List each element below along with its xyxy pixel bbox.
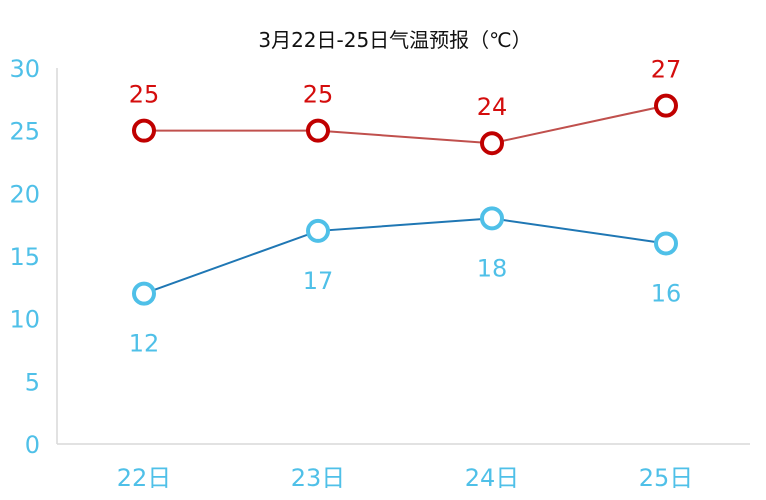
series-marker-0 [654,93,678,118]
chart-title: 3月22日-25日气温预报（℃） [258,28,531,52]
data-label: 18 [477,254,508,282]
series-marker-1 [306,218,330,243]
series-marker-1 [480,206,504,231]
x-tick-label: 22日 [117,464,172,492]
series-marker-1 [132,281,156,306]
y-tick-labels: 0 5 10 15 20 25 30 [9,55,40,459]
data-labels: 25 25 24 27 12 17 18 16 [129,56,682,358]
data-label: 17 [303,267,334,295]
series-line-1 [143,217,667,295]
data-label: 24 [477,93,508,121]
y-tick-label: 5 [25,368,40,396]
series-line-0 [144,104,667,145]
x-tick-label: 23日 [291,464,346,492]
series-marker-1 [654,231,678,256]
series-marker-0 [132,118,156,143]
y-tick-label: 30 [9,55,40,83]
y-tick-label: 0 [25,431,40,459]
x-tick-labels: 22日 23日 24日 25日 [117,464,694,492]
y-tick-label: 25 [9,118,40,146]
data-label: 27 [651,56,682,84]
y-tick-label: 20 [9,180,40,208]
data-label: 12 [129,330,160,358]
series-marker-0 [480,131,504,156]
data-label: 25 [303,81,334,109]
series-lines [143,104,667,295]
data-label: 25 [129,81,160,109]
x-tick-label: 25日 [639,464,694,492]
series-marker-0 [306,118,330,143]
y-tick-label: 10 [9,306,40,334]
data-label: 16 [651,279,682,307]
y-tick-label: 15 [9,243,40,271]
series-markers [132,93,678,306]
x-tick-label: 24日 [465,464,520,492]
